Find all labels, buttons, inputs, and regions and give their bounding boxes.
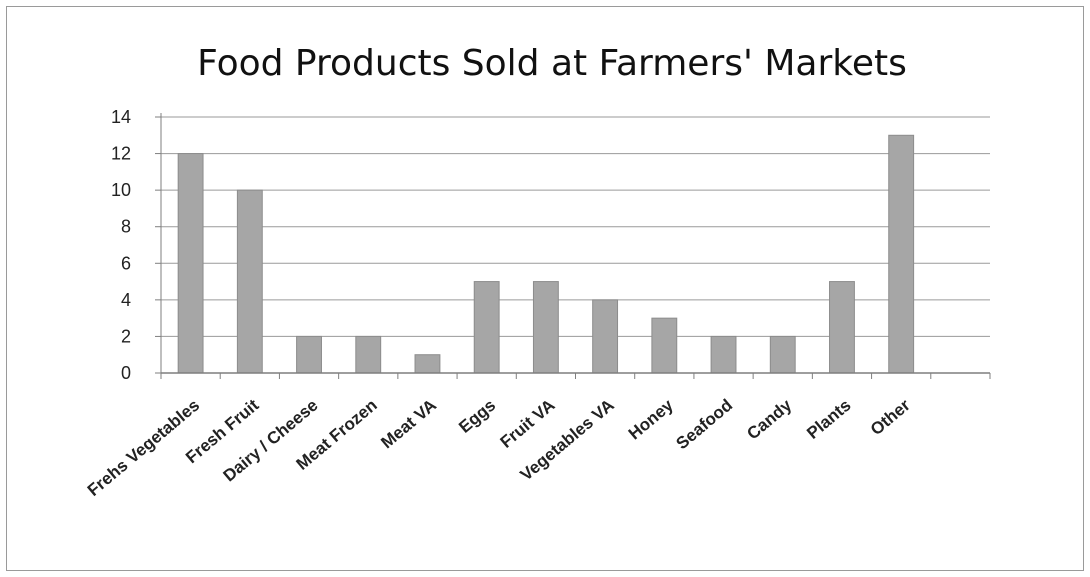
x-tick-label: Honey: [625, 395, 677, 443]
axes: [160, 113, 990, 374]
bars: [177, 134, 915, 374]
bar: [651, 317, 678, 374]
y-tick-label: 2: [121, 326, 131, 346]
y-tick-label: 8: [121, 217, 131, 237]
y-tick-label: 6: [121, 253, 131, 273]
bar: [177, 153, 204, 374]
x-tick-label: Other: [867, 395, 914, 439]
y-axis-ticks: 0 2 4 6 8 10 12 14: [111, 107, 161, 383]
bar: [414, 354, 441, 374]
chart-title: Food Products Sold at Farmers' Markets: [197, 43, 907, 84]
x-tick-label: Plants: [803, 396, 854, 443]
y-tick-label: 14: [111, 107, 131, 127]
bar: [296, 335, 322, 374]
bar: [829, 281, 855, 374]
bar: [769, 335, 796, 374]
bar: [473, 281, 500, 374]
x-tick-label: Candy: [743, 395, 795, 443]
y-tick-label: 4: [121, 290, 131, 310]
x-tick-label: Eggs: [455, 396, 499, 437]
y-tick-label: 0: [121, 363, 131, 383]
bar: [236, 189, 263, 374]
x-tick-label: Meat VA: [377, 396, 440, 453]
bar: [532, 281, 559, 374]
bar: [355, 335, 382, 374]
bar: [592, 299, 619, 374]
x-tick-label: Seafood: [673, 396, 737, 454]
y-tick-label: 12: [111, 144, 131, 164]
bar: [710, 335, 737, 374]
bar: [888, 134, 915, 374]
gridlines: [161, 116, 990, 337]
x-tick-label: Frehs Vegetables: [84, 396, 203, 500]
y-tick-label: 10: [111, 180, 131, 200]
